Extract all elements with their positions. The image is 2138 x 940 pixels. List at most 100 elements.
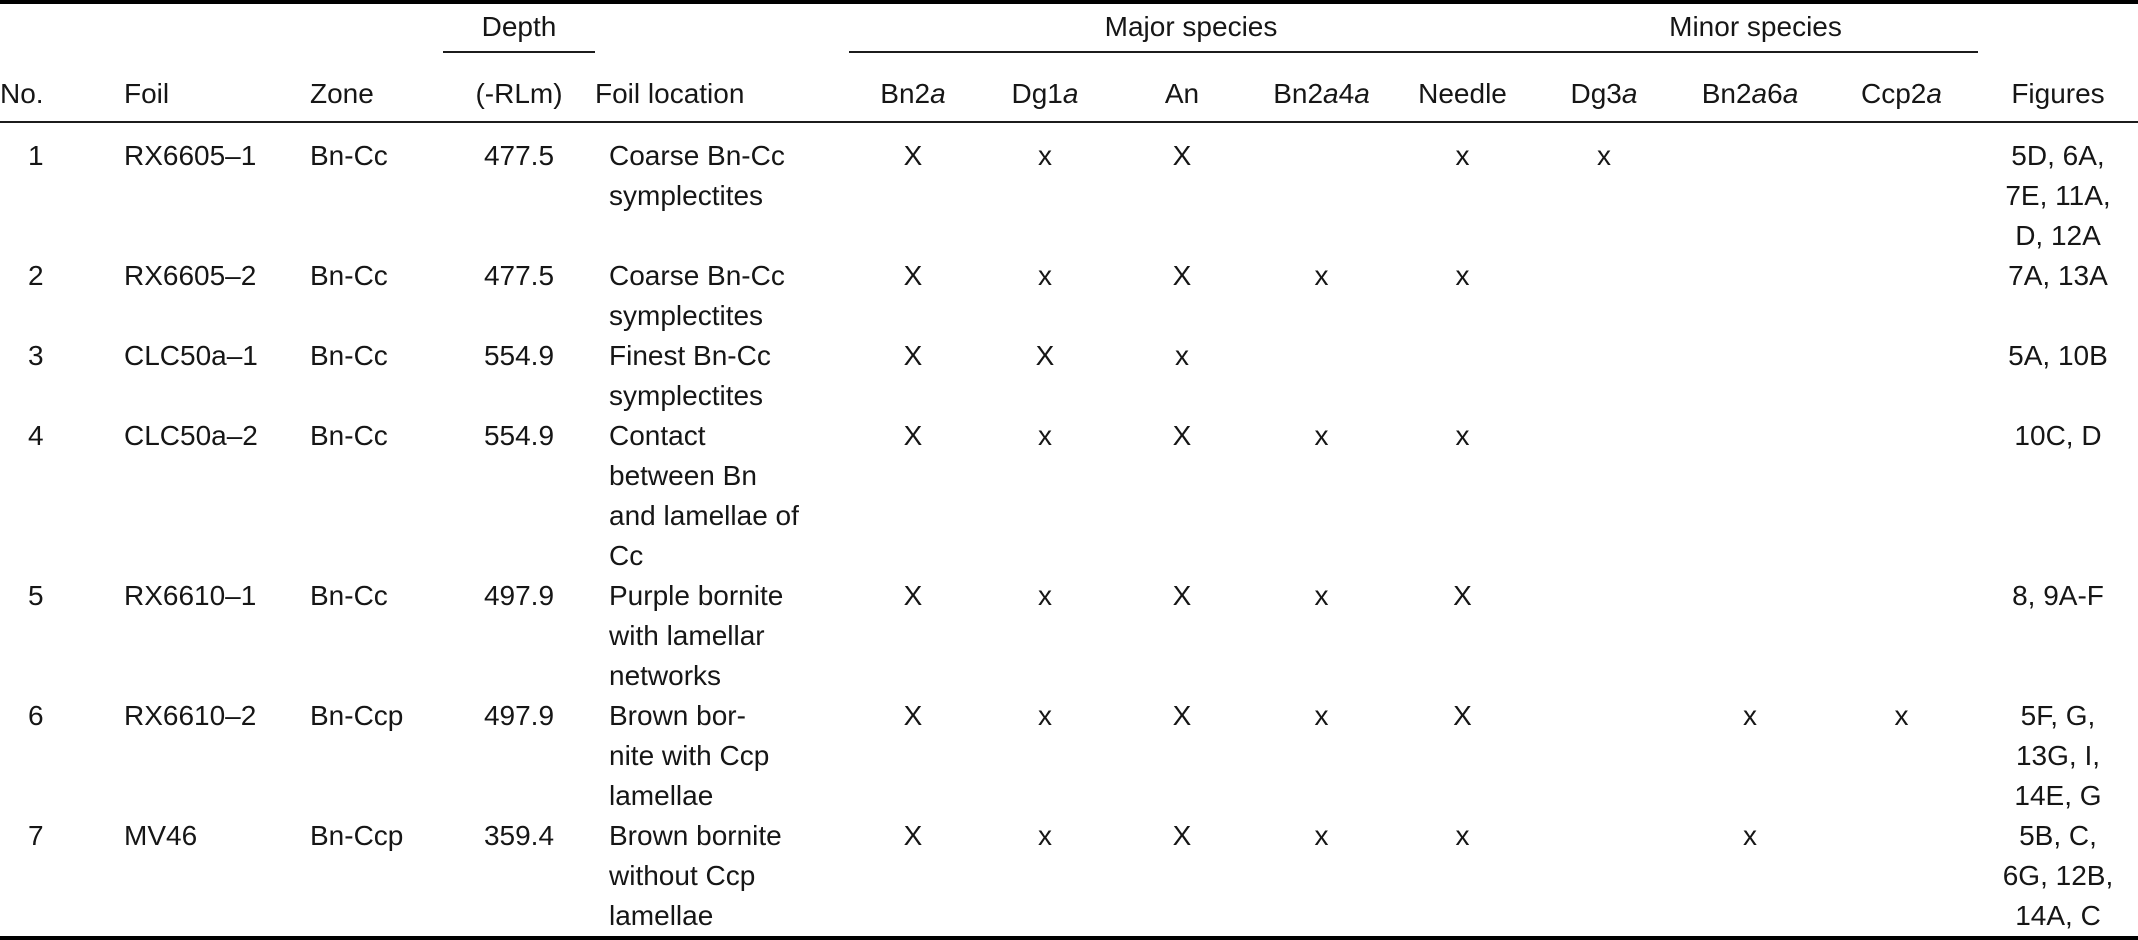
cell-an: X [1172,700,1192,731]
cell-bn2a6a [1675,416,1825,576]
table-row: 6 RX6610–2 Bn-Ccp 497.9 Brown bor-nite with … [0,696,2138,816]
cell-dg3a [1533,256,1675,336]
major-species-group-header: Major species [849,2,1533,53]
cell-dg1a: x [1038,700,1052,731]
cell-needle [1392,336,1533,416]
cell-ccp2a [1825,336,1978,416]
cell-bn2a6a [1675,122,1825,256]
cell-foil: CLC50a–2 [124,420,258,451]
table-row: 3 CLC50a–1 Bn-Cc 554.9 Finest Bn-Cc symplecti… [0,336,2138,416]
cell-zone: Bn-Cc [310,340,388,371]
cell-bn2a: X [903,420,923,451]
table-row: 2 RX6605–2 Bn-Cc 477.5 Coarse Bn-Cc symplecti… [0,256,2138,336]
cell-depth: 554.9 [483,340,555,371]
group-header-spacer [595,2,849,52]
cell-foil: MV46 [124,820,198,851]
cell-ccp2a [1825,816,1978,939]
cell-bn2a6a [1675,576,1825,696]
column-header-dg3a: Dg3a [1533,52,1675,123]
cell-dg3a [1533,336,1675,416]
cell-figures: 5B, C, 6G, 12B, 14A, C [2002,820,2114,931]
cell-location: Contact between Bn and lamellae of Cc [609,420,799,571]
cell-bn2a: X [903,820,923,851]
cell-an: X [1172,420,1192,451]
cell-ccp2a: x [1894,700,1909,731]
cell-figures: 7A, 13A [2008,260,2108,291]
cell-bn2a6a [1675,336,1825,416]
cell-figures: 5D, 6A, 7E, 11A, D, 12A [2005,140,2111,251]
cell-dg3a [1533,576,1675,696]
cell-bn2a: X [903,580,923,611]
cell-location: Finest Bn-Cc symplectites [609,340,771,411]
group-header-spacer [0,2,443,52]
cell-needle: x [1455,260,1470,291]
cell-bn2a: X [903,700,923,731]
cell-no: 6 [28,700,44,731]
cell-location: Brown bor-nite with Ccp lamellae [609,700,770,811]
cell-zone: Bn-Ccp [310,700,404,731]
column-header-location: Foil location [595,52,849,123]
column-header-no: No. [0,52,124,123]
cell-bn2a: X [903,140,923,171]
cell-depth: 477.5 [483,260,555,291]
column-header-foil: Foil [124,52,310,123]
cell-ccp2a [1825,122,1978,256]
cell-dg1a: X [1035,340,1055,371]
cell-needle: x [1455,140,1470,171]
cell-location: Coarse Bn-Cc symplectites [609,140,785,211]
group-header-row: Depth Major species Minor species [0,2,2138,53]
cell-depth: 359.4 [483,820,555,851]
cell-figures: 10C, D [2014,420,2102,451]
table-row: 1 RX6605–1 Bn-Cc 477.5 Coarse Bn-Cc symplecti… [0,122,2138,256]
cell-foil: RX6605–1 [124,140,257,171]
cell-an: X [1172,140,1192,171]
cell-an: X [1172,260,1192,291]
cell-bn2a6a [1675,256,1825,336]
cell-foil: RX6610–1 [124,580,257,611]
cell-ccp2a [1825,256,1978,336]
cell-figures: 5A, 10B [2008,340,2108,371]
cell-bn2a: X [903,260,923,291]
cell-figures: 5F, G, 13G, I, 14E, G [2014,700,2102,811]
cell-figures: 8, 9A-F [2012,580,2104,611]
column-header-an: An [1113,52,1251,123]
cell-bn2a: X [903,340,923,371]
cell-bn2a4a: x [1314,820,1329,851]
cell-no: 4 [28,420,44,451]
cell-dg1a: x [1038,140,1052,171]
cell-bn2a4a: x [1314,580,1329,611]
cell-ccp2a [1825,576,1978,696]
cell-foil: CLC50a–1 [124,340,258,371]
cell-foil: RX6605–2 [124,260,257,291]
cell-an: X [1172,580,1192,611]
cell-zone: Bn-Cc [310,420,388,451]
cell-dg3a [1533,416,1675,576]
cell-an: x [1175,340,1189,371]
cell-dg1a: x [1038,820,1052,851]
cell-depth: 497.9 [483,700,555,731]
column-header-figures: Figures [1978,52,2138,123]
cell-no: 3 [28,340,44,371]
cell-foil: RX6610–2 [124,700,257,731]
cell-bn2a4a: x [1314,260,1329,291]
cell-zone: Bn-Cc [310,580,388,611]
column-header-bn2a6a: Bn2a6a [1675,52,1825,123]
column-header-bn2a4a: Bn2a4a [1251,52,1392,123]
cell-zone: Bn-Cc [310,140,388,171]
cell-ccp2a [1825,416,1978,576]
cell-needle: X [1453,700,1472,731]
cell-location: Brown bornite without Ccp lamellae [609,820,782,931]
cell-needle: x [1455,820,1470,851]
table-body: 1 RX6605–1 Bn-Cc 477.5 Coarse Bn-Cc symplecti… [0,122,2138,939]
column-header-ccp2a: Ccp2a [1825,52,1978,123]
cell-dg3a [1533,696,1675,816]
cell-bn2a4a [1251,122,1392,256]
cell-dg1a: x [1038,260,1052,291]
table-row: 7 MV46 Bn-Ccp 359.4 Brown bornite without Ccp… [0,816,2138,939]
column-header-bn2a: Bn2a [849,52,977,123]
cell-no: 2 [28,260,44,291]
cell-zone: Bn-Ccp [310,820,404,851]
cell-zone: Bn-Cc [310,260,388,291]
cell-bn2a4a [1251,336,1392,416]
